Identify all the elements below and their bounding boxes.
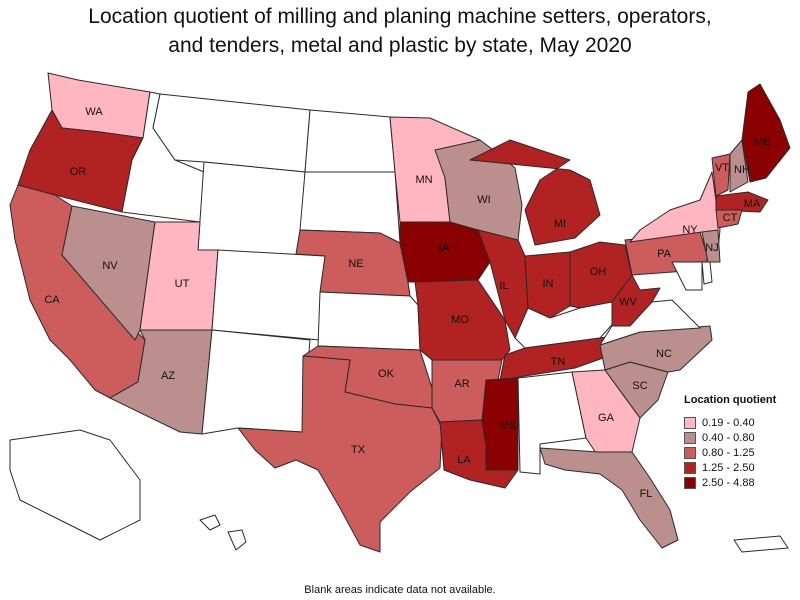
legend-label: 2.50 - 4.88 — [702, 476, 755, 489]
state-mt — [152, 93, 311, 173]
state-label-la: LA — [457, 454, 471, 466]
state-label-wv: WV — [619, 296, 637, 308]
state-label-ok: OK — [378, 368, 395, 380]
state-label-or: OR — [70, 166, 87, 178]
state-ks — [317, 291, 421, 351]
legend-label: 1.25 - 2.50 — [702, 461, 755, 474]
title-line-2: and tenders, metal and plastic by state,… — [168, 34, 632, 57]
legend-item: 2.50 - 4.88 — [684, 475, 794, 490]
state-label-wi: WI — [477, 194, 490, 206]
state-label-mo: MO — [451, 314, 469, 326]
state-ct — [715, 209, 743, 229]
state-fl — [539, 447, 679, 549]
legend-swatch — [684, 476, 696, 489]
state-nh — [729, 139, 749, 193]
state-label-oh: OH — [590, 266, 607, 278]
state-wy — [197, 161, 306, 259]
state-label-ct: CT — [723, 212, 738, 224]
state-label-vt: VT — [715, 162, 729, 174]
legend-item: 0.80 - 1.25 — [684, 445, 794, 460]
state-pr — [733, 535, 789, 553]
state-md — [671, 261, 703, 291]
state-wi — [434, 139, 523, 241]
state-tx — [237, 355, 443, 553]
state-nd — [304, 109, 396, 173]
state-label-ne: NE — [348, 258, 363, 270]
legend-label: 0.19 - 0.40 — [702, 416, 755, 429]
state-label-in: IN — [543, 278, 554, 290]
state-label-me: ME — [754, 136, 771, 148]
state-mi — [469, 139, 601, 246]
state-vt — [711, 153, 731, 197]
state-label-az: AZ — [161, 370, 175, 382]
state-in — [524, 251, 571, 319]
state-label-nv: NV — [102, 260, 118, 272]
state-label-wa: WA — [85, 106, 103, 118]
state-label-mn: MN — [415, 174, 432, 186]
map-title: Location quotient of milling and planing… — [0, 2, 800, 60]
state-label-ma: MA — [744, 198, 761, 210]
state-ak — [9, 429, 141, 541]
state-label-ga: GA — [598, 412, 615, 424]
state-label-nh: NH — [734, 164, 750, 176]
legend-label: 0.80 - 1.25 — [702, 446, 755, 459]
state-label-nj: NJ — [705, 242, 718, 254]
state-label-mi: MI — [554, 218, 566, 230]
state-label-tn: TN — [551, 356, 566, 368]
state-ny — [629, 171, 721, 251]
legend-label: 0.40 - 0.80 — [702, 431, 755, 444]
title-line-1: Location quotient of milling and planing… — [88, 5, 712, 28]
state-label-ny: NY — [682, 224, 698, 236]
state-de — [701, 261, 713, 285]
state-nj — [701, 229, 721, 263]
legend-item: 0.40 - 0.80 — [684, 430, 794, 445]
state-label-nc: NC — [656, 348, 672, 360]
state-ma — [715, 191, 769, 213]
state-nm — [201, 329, 311, 435]
legend: Location quotient 0.19 - 0.40 0.40 - 0.8… — [684, 394, 794, 490]
legend-title: Location quotient — [684, 394, 777, 406]
legend-swatch — [684, 461, 696, 474]
state-label-ar: AR — [454, 378, 469, 390]
footnote: Blank areas indicate data not available. — [304, 584, 496, 596]
state-label-ms: MS — [500, 420, 517, 432]
legend-item: 1.25 - 2.50 — [684, 460, 794, 475]
legend-swatch — [684, 431, 696, 444]
legend-item: 0.19 - 0.40 — [684, 415, 794, 430]
state-label-sc: SC — [632, 380, 647, 392]
state-label-ia: IA — [439, 242, 450, 254]
state-label-pa: PA — [657, 248, 672, 260]
state-hi — [199, 514, 247, 551]
state-wv — [611, 274, 661, 327]
state-label-il: IL — [499, 280, 508, 292]
state-co — [211, 249, 326, 341]
state-nv — [61, 205, 156, 341]
legend-swatch — [684, 416, 696, 429]
state-label-fl: FL — [640, 488, 653, 500]
legend-swatch — [684, 446, 696, 459]
state-label-tx: TX — [351, 444, 366, 456]
state-label-ut: UT — [175, 278, 190, 290]
state-label-ca: CA — [44, 294, 60, 306]
state-me — [741, 83, 791, 183]
